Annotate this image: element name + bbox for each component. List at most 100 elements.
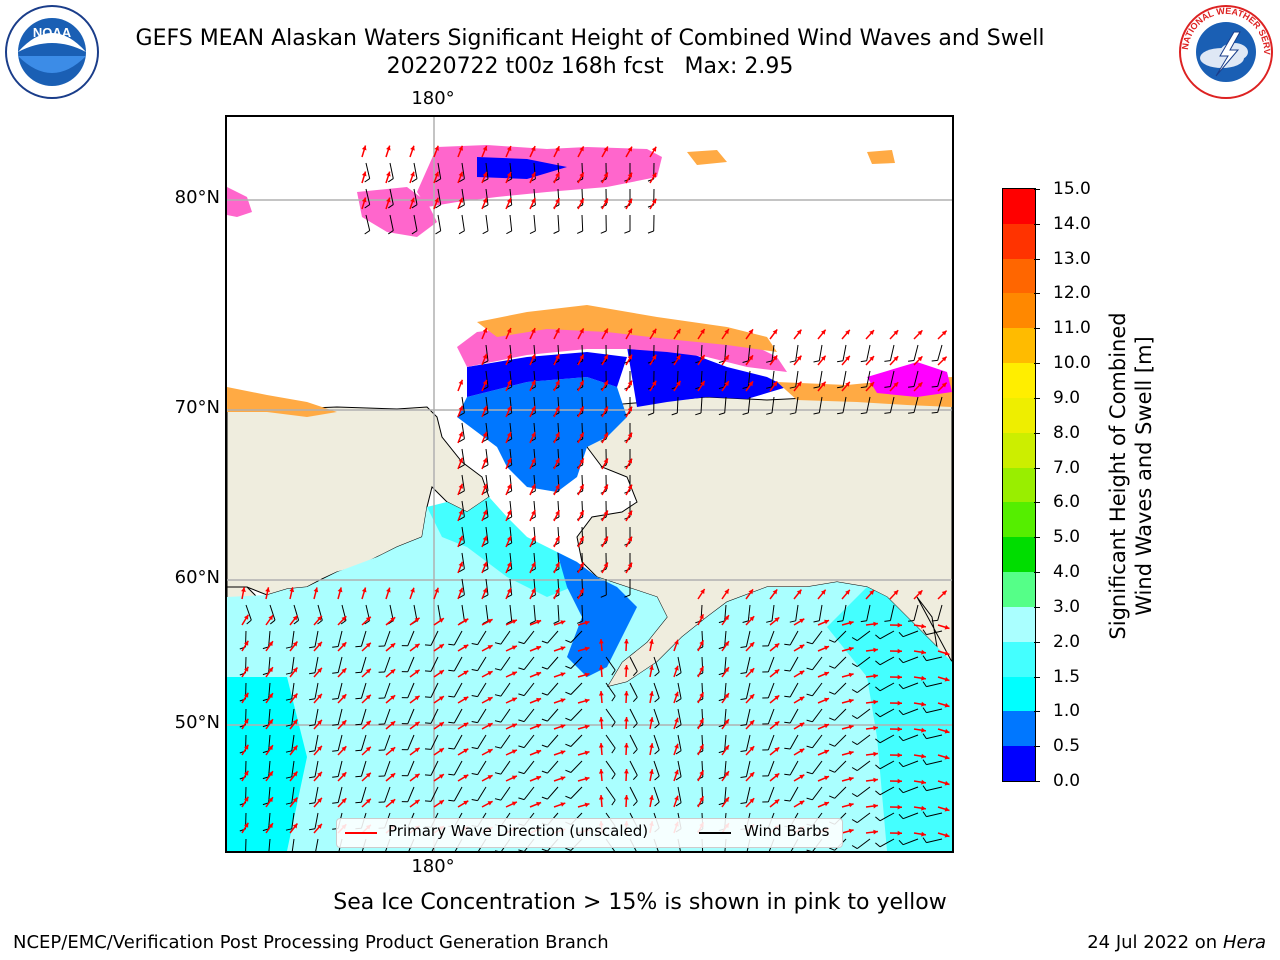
sea-ice-islands-82n — [687, 150, 895, 165]
colorbar-tickmark — [1034, 363, 1040, 365]
wind-barb — [570, 734, 583, 747]
wind-barb — [547, 708, 559, 722]
wind-barb — [547, 656, 559, 670]
wave-direction-arrowhead — [627, 354, 632, 360]
colorbar-tick-label: 0.5 — [1053, 736, 1081, 757]
wind-barb — [879, 630, 895, 640]
wind-barb — [485, 422, 489, 439]
wave-direction-arrowhead — [824, 775, 829, 781]
colorbar-tickmark — [1034, 537, 1040, 539]
wind-barb-flag — [518, 719, 525, 723]
wind-barb — [653, 682, 660, 699]
wind-barb-flag — [424, 800, 432, 802]
wind-barb-flag — [742, 360, 749, 363]
sea-ice-north-1 — [417, 145, 662, 207]
wave-direction-arrowhead — [560, 802, 566, 807]
wind-barb — [724, 734, 727, 751]
wind-barb-flag — [851, 689, 858, 694]
colorbar-tickmark — [1034, 746, 1040, 748]
wind-barb-flag — [784, 747, 791, 750]
wind-barb — [557, 214, 560, 232]
wind-barb — [724, 630, 727, 647]
wave-direction-arrowhead — [845, 355, 850, 361]
wave-direction-arrowhead — [749, 668, 755, 674]
wind-barb-flag — [922, 785, 927, 791]
colorbar-band — [1003, 363, 1035, 398]
wave-direction-arrowhead — [674, 691, 679, 697]
wind-barb — [856, 760, 871, 771]
wave-direction-arrowhead — [700, 589, 705, 594]
wave-direction-arrowhead — [579, 354, 584, 360]
wind-barb-flag — [884, 620, 891, 622]
wave-direction-arrowhead — [845, 589, 850, 595]
wind-barb-flag — [742, 386, 749, 389]
wave-direction-arrowhead — [897, 778, 902, 784]
wave-direction-arrowhead — [724, 381, 729, 387]
wind-barb — [767, 734, 775, 751]
colorbar-tickmark — [1034, 572, 1040, 574]
wind-barb — [461, 422, 465, 439]
wind-barb — [889, 604, 895, 621]
wind-barb-flag — [632, 800, 638, 807]
wind-barb — [430, 656, 439, 672]
wind-barb — [605, 786, 616, 801]
wind-barb-flag — [654, 697, 660, 703]
wave-direction-arrowhead — [649, 769, 654, 774]
wave-direction-arrowhead — [458, 535, 463, 541]
wind-barb — [834, 630, 847, 643]
wind-barb — [856, 812, 871, 823]
wave-direction-arrowhead — [555, 146, 560, 152]
wind-barb — [314, 760, 319, 777]
colorbar-tickmark — [1034, 467, 1040, 469]
wind-barb-flag — [884, 360, 891, 362]
wind-barb-flag — [875, 842, 881, 848]
wind-barb-flag — [813, 620, 820, 623]
wind-barb — [771, 396, 775, 413]
wind-barb-flag — [922, 811, 927, 817]
wave-direction-arrowhead — [796, 589, 802, 595]
wind-barb — [485, 396, 489, 413]
map-subtitle: 20220722 t00z 168h fcst Max: 2.95 — [386, 54, 794, 79]
wind-barb-flag — [518, 771, 525, 775]
wave-direction-arrowhead — [292, 615, 298, 621]
wind-barb-flag — [494, 772, 502, 775]
wind-barb-flag — [471, 747, 478, 750]
wave-direction-arrowhead — [749, 772, 755, 778]
wind-barb-flag — [494, 694, 502, 697]
wind-barb — [453, 708, 463, 724]
wind-barb-flag — [269, 619, 276, 625]
wind-barb-flag — [388, 204, 394, 209]
wind-barb-flag — [647, 230, 654, 234]
wind-barb — [937, 396, 943, 413]
wind-barb — [902, 734, 919, 742]
wind-barb-flag — [875, 634, 881, 640]
wind-barb — [856, 734, 871, 745]
wave-direction-arrowhead — [674, 639, 679, 645]
wave-direction-arrowhead — [921, 675, 926, 681]
wind-barb-flag — [541, 640, 548, 644]
wave-direction-arrowhead — [361, 587, 367, 593]
colorbar-tick-label: 2.0 — [1053, 631, 1081, 652]
wave-direction-arrowhead — [649, 639, 654, 644]
wave-direction-arrowhead — [897, 674, 902, 680]
wave-direction-arrowhead — [439, 618, 444, 623]
wind-barb-flag — [262, 828, 269, 832]
wave-direction-arrowhead — [244, 614, 249, 620]
wind-barb-flag — [518, 849, 524, 851]
wind-barb-flag — [541, 770, 548, 774]
wind-barb-flag — [553, 620, 560, 624]
wind-barb — [767, 786, 775, 803]
wind-barb-flag — [332, 776, 339, 778]
wave-direction-arrowhead — [799, 722, 805, 728]
noaa-logo: NOAA — [4, 4, 100, 100]
wave-direction-arrowhead — [598, 691, 604, 696]
wind-barb — [268, 760, 271, 777]
wind-barb — [789, 656, 799, 672]
colorbar-tick-label: 7.0 — [1053, 457, 1081, 478]
wave-direction-arrowhead — [244, 770, 249, 776]
wind-barb-flag — [565, 743, 572, 747]
wind-barb — [570, 656, 583, 669]
wind-barb-flag — [740, 750, 747, 752]
wave-direction-arrowhead — [487, 671, 493, 676]
wind-barb — [461, 396, 465, 413]
